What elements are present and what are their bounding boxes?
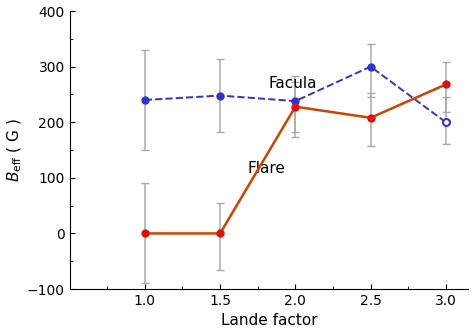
Text: Facula: Facula [268,76,317,91]
Y-axis label: $\mathit{B}_{\rm eff}$ ( G ): $\mathit{B}_{\rm eff}$ ( G ) [6,118,24,182]
Text: Flare: Flare [247,161,285,176]
X-axis label: Lande factor: Lande factor [221,313,317,328]
